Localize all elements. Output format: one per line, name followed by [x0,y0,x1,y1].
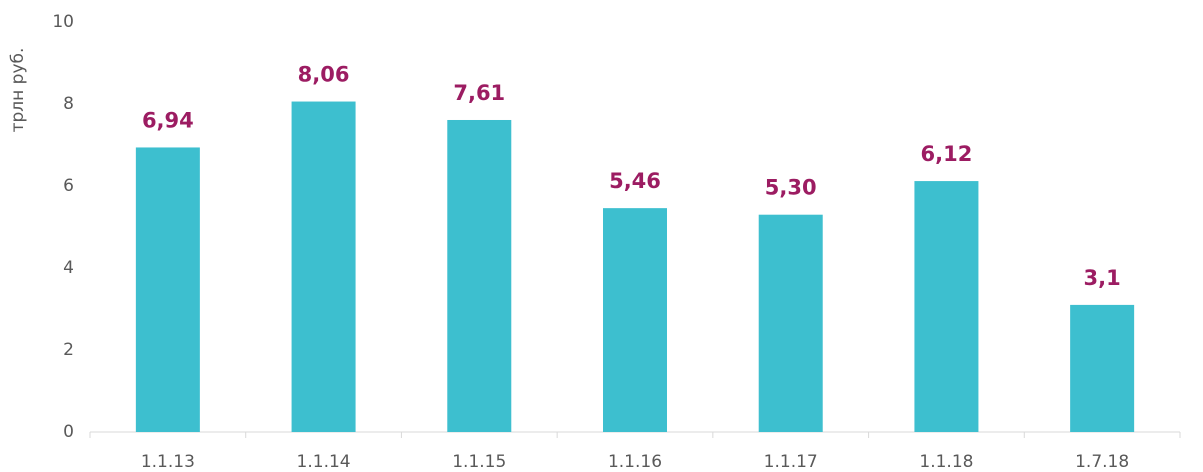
y-tick-label: 8 [63,94,74,114]
value-label: 5,46 [609,169,661,193]
y-axis-label: трлн руб. [8,48,28,133]
value-label: 7,61 [453,81,505,105]
bar [603,208,667,432]
x-tick-label: 1.1.17 [764,452,818,472]
value-label: 6,94 [142,108,194,132]
bar [135,147,200,432]
value-label: 3,1 [1084,266,1121,290]
bar [447,119,512,433]
y-tick-label: 0 [63,422,74,442]
value-label: 6,12 [921,142,973,166]
y-tick-label: 2 [63,340,74,360]
value-label: 5,30 [765,176,817,200]
y-tick-label: 4 [63,258,74,278]
x-tick-label: 1.1.18 [919,452,973,472]
y-tick-label: 6 [63,176,74,196]
x-tick-label: 1.7.18 [1075,452,1129,472]
bar [758,214,823,432]
x-tick-label: 1.1.14 [297,452,351,472]
x-tick-label: 1.1.13 [141,452,195,472]
x-tick-label: 1.1.16 [608,452,662,472]
bar [291,101,356,432]
y-tick-label: 10 [52,12,74,32]
bar [1070,304,1135,432]
value-label: 8,06 [298,63,350,87]
bar [914,181,979,432]
x-tick-label: 1.1.15 [452,452,506,472]
